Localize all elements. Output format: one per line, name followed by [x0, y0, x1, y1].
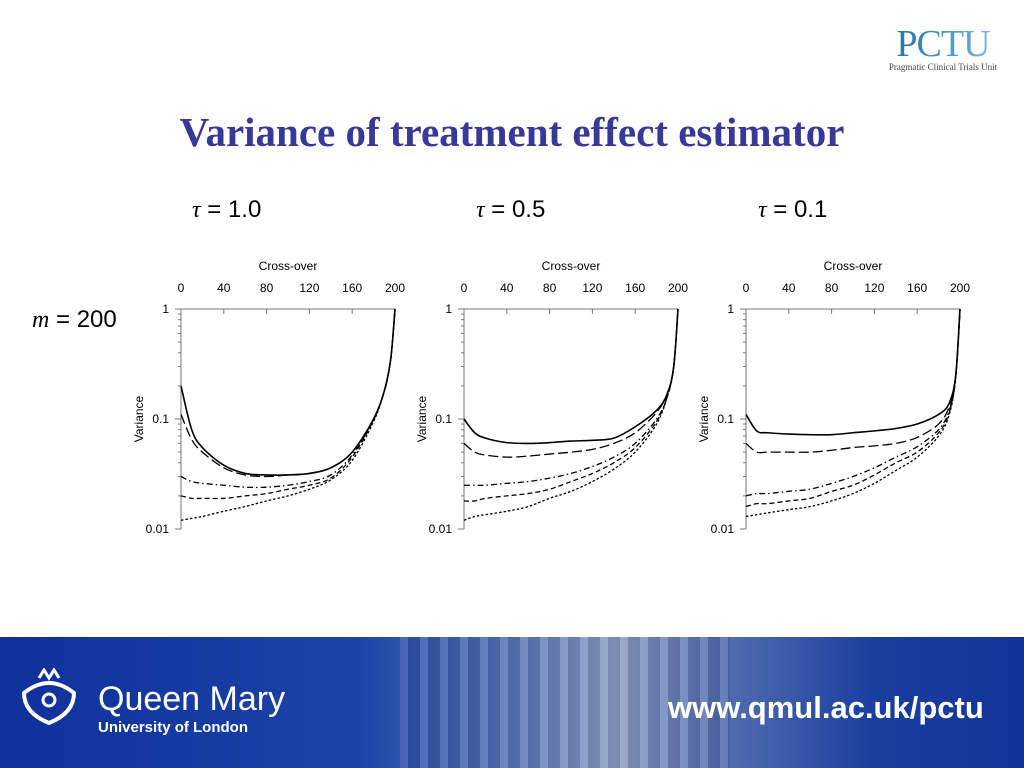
university-name: Queen Mary — [98, 680, 286, 718]
series-line-solid — [463, 308, 679, 445]
x-tick-label: 120 — [864, 281, 884, 295]
queen-mary-crest-icon — [21, 668, 77, 726]
x-tick-label: 200 — [385, 281, 405, 295]
y-axis-label: Variance — [415, 395, 429, 442]
x-tick-label: 40 — [782, 281, 796, 295]
y-tick-label: 1 — [445, 302, 452, 316]
x-tick-label: 0 — [461, 281, 468, 295]
tau-symbol: τ — [758, 197, 767, 223]
x-tick-label: 40 — [217, 281, 231, 295]
building-photo — [400, 637, 730, 768]
series-line-dash-dot — [745, 308, 961, 497]
series-line-long-dash — [463, 308, 679, 458]
chart-1: 0 40 80 120 160 200 Cross-over 1 0.1 0.01 Variance — [132, 259, 405, 536]
y-tick-label: 0.01 — [146, 522, 170, 536]
row-label-text: = 200 — [49, 306, 117, 333]
chart-title-text: = 0.1 — [766, 196, 828, 223]
y-tick-label: 0.01 — [711, 522, 735, 536]
chart-title-1: τ = 1.0 — [192, 196, 261, 224]
chart-title-text: = 1.0 — [200, 196, 262, 223]
series-line-dash-dot — [464, 308, 679, 487]
y-tick-label: 0.1 — [435, 412, 452, 426]
x-tick-label: 200 — [668, 281, 688, 295]
series-line-dash — [180, 308, 396, 500]
series-line-dash — [463, 308, 679, 502]
y-tick-label: 1 — [727, 302, 734, 316]
chart-2: 0 40 80 120 160 200 Cross-over 1 0.1 0.01 Variance — [415, 259, 688, 536]
y-tick-label: 0.01 — [429, 522, 453, 536]
x-tick-label: 80 — [543, 281, 557, 295]
series-line-solid — [745, 308, 961, 436]
charts-canvas: 0 40 80 120 160 200 Cross-over 1 0.1 0.01 Variance… — [132, 259, 970, 536]
x-tick-label: 160 — [625, 281, 645, 295]
x-tick-label: 0 — [178, 281, 185, 295]
footer-banner — [0, 637, 1024, 768]
series-line-dot — [180, 308, 396, 521]
x-tick-label: 40 — [500, 281, 514, 295]
x-tick-label: 200 — [950, 281, 970, 295]
logo-text: PCTU — [888, 25, 998, 63]
series-line-solid — [180, 308, 396, 476]
footer-url[interactable]: www.qmul.ac.uk/pctu — [668, 690, 984, 725]
x-axis-label: Cross-over — [542, 259, 601, 273]
series-line-dot — [463, 308, 679, 521]
x-axis-label: Cross-over — [259, 259, 318, 273]
y-axis-label: Variance — [697, 395, 711, 442]
m-symbol: m — [32, 307, 50, 333]
y-tick-label: 0.1 — [152, 412, 169, 426]
chart-title-2: τ = 0.5 — [476, 196, 545, 224]
x-axis-label: Cross-over — [824, 259, 883, 273]
chart-title-text: = 0.5 — [484, 196, 546, 223]
x-tick-label: 80 — [825, 281, 839, 295]
x-tick-label: 160 — [342, 281, 362, 295]
x-tick-label: 120 — [299, 281, 319, 295]
row-label: m = 200 — [32, 306, 117, 334]
university-subtitle: University of London — [98, 719, 248, 736]
series-line-long-dash — [745, 308, 961, 454]
slide-title: Variance of treatment effect estimator — [179, 109, 845, 155]
series-line-long-dash — [180, 308, 396, 478]
tau-symbol: τ — [192, 197, 201, 223]
y-tick-label: 0.1 — [717, 412, 734, 426]
chart-title-3: τ = 0.1 — [758, 196, 827, 224]
series-line-dot — [745, 308, 961, 518]
chart-3: 0 40 80 120 160 200 Cross-over 1 0.1 0.01 Variance — [697, 259, 970, 536]
x-tick-label: 160 — [907, 281, 927, 295]
y-axis-label: Variance — [132, 395, 146, 442]
x-tick-label: 80 — [260, 281, 274, 295]
y-tick-label: 1 — [162, 302, 169, 316]
x-tick-label: 0 — [743, 281, 750, 295]
x-tick-label: 120 — [582, 281, 602, 295]
pctu-logo: PCTU Pragmatic Clinical Trials Unit — [888, 25, 998, 72]
tau-symbol: τ — [476, 197, 485, 223]
logo-subtitle: Pragmatic Clinical Trials Unit — [888, 62, 998, 72]
